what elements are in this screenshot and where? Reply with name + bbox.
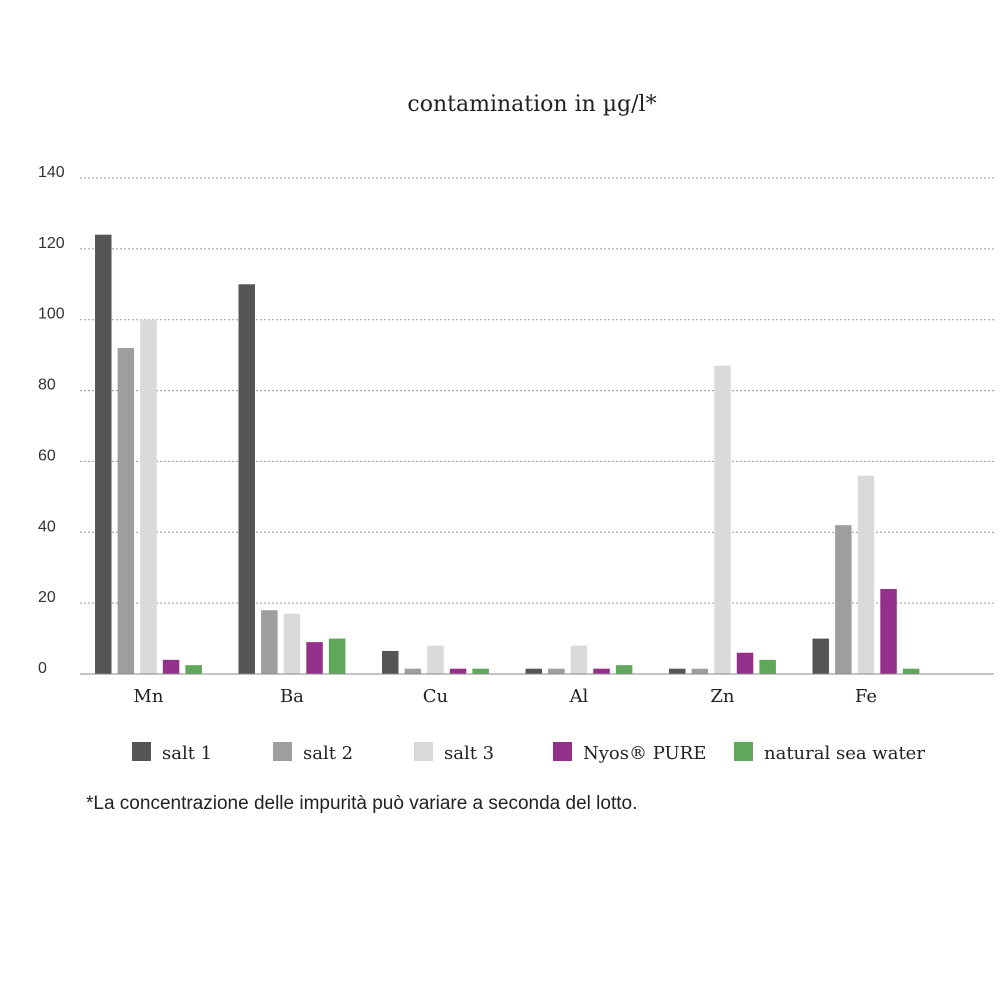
- bar-ba-series-3: [283, 613, 301, 674]
- bar-cu-series-5: [472, 668, 489, 674]
- legend-label-5: natural sea water: [764, 743, 925, 764]
- legend-swatch-4: [553, 742, 572, 761]
- x-axis-categories: Mn Ba Cu Al Zn Fe: [133, 686, 877, 707]
- bar-al-series-5: [615, 665, 633, 674]
- y-tick-label-140: 140: [38, 164, 65, 181]
- gridlines: [80, 177, 994, 604]
- bar-cu-series-3: [427, 645, 444, 674]
- bar-zn-series-4: [736, 652, 754, 674]
- bar-ba-series-4: [306, 642, 323, 674]
- legend: salt 1 salt 2 salt 3 Nyos® PURE natural sea …: [132, 742, 925, 764]
- bar-cu-series-4: [449, 668, 467, 674]
- bar-mn-series-5: [185, 665, 202, 674]
- bar-cu-series-2: [404, 668, 422, 674]
- bar-fe-series-5: [902, 668, 920, 674]
- bar-cu-series-1: [382, 650, 399, 674]
- x-category-fe: Fe: [855, 686, 877, 707]
- bar-al-series-2: [548, 668, 565, 674]
- y-tick-label-120: 120: [38, 235, 65, 252]
- bar-ba-series-1: [238, 284, 255, 674]
- x-category-al: Al: [569, 686, 589, 707]
- bar-al-series-1: [525, 668, 542, 674]
- bar-fe-series-3: [857, 475, 875, 674]
- y-tick-label-20: 20: [38, 589, 56, 606]
- bar-zn-series-1: [669, 668, 686, 674]
- bar-mn-series-4: [162, 659, 180, 674]
- legend-label-4: Nyos® PURE: [583, 743, 706, 764]
- bar-fe-series-1: [812, 638, 829, 674]
- y-tick-label-0: 0: [38, 660, 47, 677]
- legend-label-2: salt 2: [303, 743, 353, 764]
- y-tick-label-40: 40: [38, 518, 56, 535]
- legend-swatch-5: [734, 742, 753, 761]
- bar-zn-series-5: [759, 659, 776, 674]
- x-category-ba: Ba: [280, 686, 304, 707]
- y-axis-ticks: 0 20 40 60 80 100 120 140: [38, 164, 65, 677]
- legend-swatch-2: [273, 742, 292, 761]
- bar-mn-series-2: [117, 348, 135, 674]
- bar-mn-series-1: [95, 234, 112, 674]
- bar-zn-series-2: [691, 668, 709, 674]
- legend-swatch-1: [132, 742, 151, 761]
- bars: [95, 234, 920, 674]
- bar-al-series-3: [570, 645, 588, 674]
- y-tick-label-60: 60: [38, 447, 56, 464]
- bar-ba-series-2: [261, 610, 278, 674]
- x-category-zn: Zn: [710, 686, 735, 707]
- bar-mn-series-3: [140, 319, 157, 674]
- bar-ba-series-5: [328, 638, 346, 674]
- bar-zn-series-3: [714, 365, 731, 674]
- x-category-mn: Mn: [133, 686, 163, 707]
- legend-label-3: salt 3: [444, 743, 494, 764]
- x-category-cu: Cu: [423, 686, 448, 707]
- footnote: *La concentrazione delle impurità può va…: [86, 793, 638, 814]
- bar-al-series-4: [593, 668, 610, 674]
- y-tick-label-80: 80: [38, 377, 56, 394]
- legend-swatch-3: [414, 742, 433, 761]
- bar-fe-series-2: [835, 525, 852, 674]
- legend-label-1: salt 1: [162, 743, 212, 764]
- y-tick-label-100: 100: [38, 306, 65, 323]
- bar-fe-series-4: [880, 588, 897, 674]
- chart-title: contamination in µg/l*: [407, 92, 656, 117]
